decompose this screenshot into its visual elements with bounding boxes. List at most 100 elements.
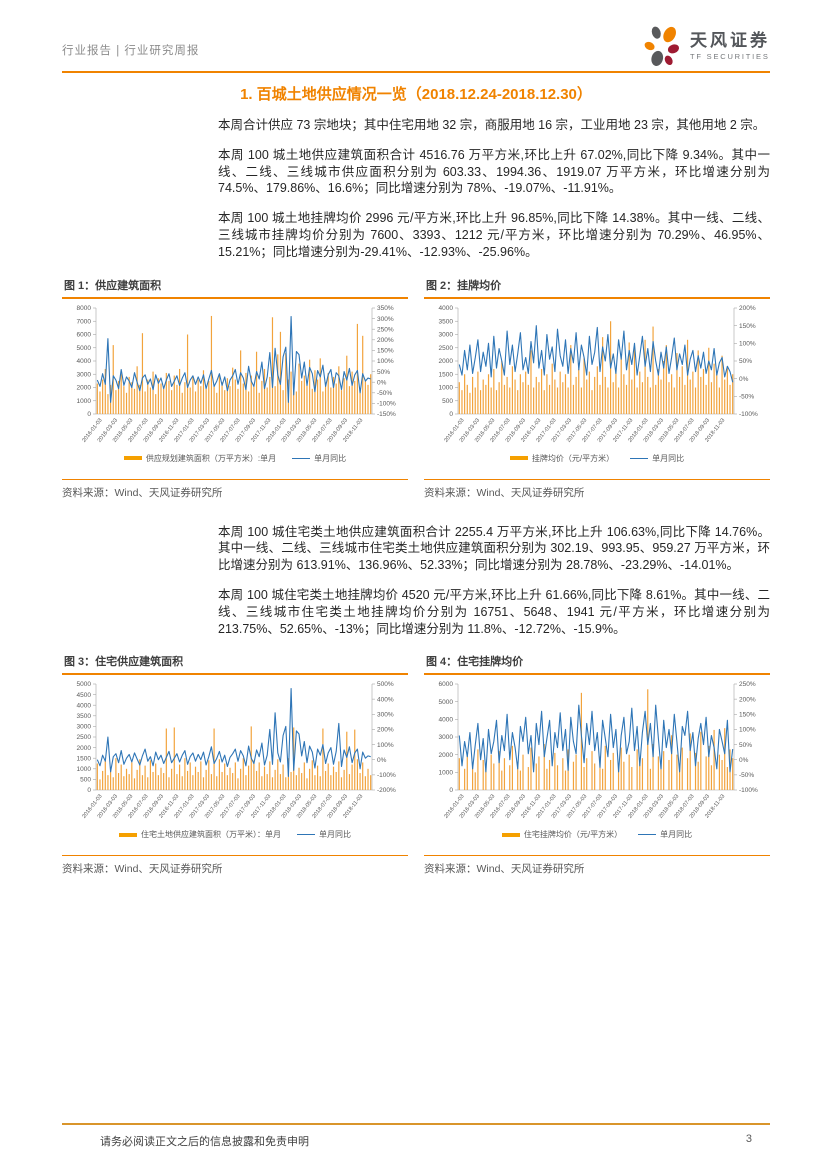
- line-legend-label: 单月同比: [314, 453, 347, 463]
- chart-3-canvas: 0 500 1000 1500 2000 2500 3000 3500 4000 4500 5000…: [77, 682, 396, 821]
- legend-item-line: 单月同比: [630, 453, 684, 464]
- svg-text:4500: 4500: [77, 692, 92, 699]
- brand-name-cn: 天风证券: [690, 30, 770, 50]
- svg-text:100%: 100%: [377, 742, 394, 749]
- tf-securities-logo: 天风证券 TF SECURITIES: [641, 24, 770, 68]
- line-legend-label: 单月同比: [319, 830, 351, 840]
- chart-2-canvas: 0 500 1000 1500 2000 2500 3000 3500 4000 -100% -50…: [439, 305, 758, 444]
- svg-text:0: 0: [449, 788, 453, 795]
- body-paragraph-2: 本周 100 城土地供应建筑面积合计 4516.76 万平方米,环比上升 67.…: [218, 147, 770, 196]
- page-number: 3: [745, 1133, 752, 1145]
- svg-text:-150%: -150%: [377, 411, 396, 418]
- legend-item-bar: 住宅土地供应建筑面积（万平米）：单月: [119, 829, 281, 840]
- svg-text:2500: 2500: [77, 735, 92, 742]
- data-source-note: 资料来源：Wind、天风证券研究所: [62, 855, 408, 876]
- svg-text:-200%: -200%: [377, 788, 396, 795]
- svg-text:2000: 2000: [77, 384, 92, 391]
- svg-text:0: 0: [87, 788, 91, 795]
- svg-text:50%: 50%: [739, 742, 752, 749]
- svg-text:3000: 3000: [439, 331, 454, 338]
- svg-text:50%: 50%: [739, 358, 752, 365]
- svg-text:0%: 0%: [739, 757, 749, 764]
- line-legend-swatch: [630, 457, 649, 459]
- brand-name-en: TF SECURITIES: [690, 51, 770, 61]
- data-source-note: 资料来源：Wind、天风证券研究所: [62, 478, 408, 500]
- bar-legend-label: 住宅土地供应建筑面积（万平米）：单月: [141, 830, 281, 840]
- svg-text:3000: 3000: [77, 724, 92, 731]
- bar-legend-swatch: [509, 456, 528, 461]
- svg-text:0: 0: [87, 411, 91, 418]
- legend-item-bar: 住宅挂牌均价（元/平方米）: [501, 829, 623, 840]
- svg-text:4000: 4000: [77, 703, 92, 710]
- bar-legend-label: 挂牌均价（元/平方米）: [531, 453, 615, 463]
- svg-text:6000: 6000: [439, 682, 454, 689]
- svg-text:250%: 250%: [739, 682, 756, 689]
- legend-item-bar: 供应规划建筑面积（万平方米）:单月: [123, 453, 276, 464]
- svg-text:3500: 3500: [77, 713, 92, 720]
- svg-text:250%: 250%: [377, 326, 394, 333]
- bar-legend-swatch: [123, 456, 142, 461]
- svg-text:200%: 200%: [739, 305, 756, 312]
- chart-3-legend: 住宅土地供应建筑面积（万平米）：单月 单月同比: [62, 829, 408, 840]
- svg-text:150%: 150%: [739, 712, 756, 719]
- svg-text:1500: 1500: [439, 371, 454, 378]
- chart-3-heading: 图 3：住宅供应建筑面积: [62, 651, 408, 676]
- svg-text:300%: 300%: [377, 315, 394, 322]
- svg-text:400%: 400%: [377, 697, 394, 704]
- legend-item-line: 单月同比: [638, 829, 692, 840]
- chart-panel-4: 图 4：住宅挂牌均价 0 1000 2000 3000 4000 5000 6000 -100…: [424, 651, 770, 876]
- svg-text:1000: 1000: [439, 384, 454, 391]
- chart-panel-3: 图 3：住宅供应建筑面积 0 500 1000 1500 2000 2500 3000 350…: [62, 651, 408, 876]
- body-paragraph-4: 本周 100 城住宅类土地供应建筑面积合计 2255.4 万平方米,环比上升 1…: [218, 524, 770, 573]
- svg-text:300%: 300%: [377, 712, 394, 719]
- svg-text:-50%: -50%: [739, 393, 754, 400]
- report-type-label: 行业报告 | 行业研究周报: [62, 45, 200, 57]
- svg-text:0%: 0%: [377, 379, 387, 386]
- svg-text:350%: 350%: [377, 305, 394, 312]
- svg-text:200%: 200%: [377, 727, 394, 734]
- bar-legend-label: 住宅挂牌均价（元/平方米）: [523, 830, 623, 840]
- chart-panel-1: 图 1：供应建筑面积 0 1000 2000 3000 4000 5000 6000 7000…: [62, 275, 408, 500]
- logo-flower-icon: [644, 26, 680, 66]
- line-legend-label: 单月同比: [660, 830, 693, 840]
- charts-row-2: 图 3：住宅供应建筑面积 0 500 1000 1500 2000 2500 3000 350…: [62, 651, 770, 876]
- svg-text:100%: 100%: [377, 358, 394, 365]
- svg-text:2000: 2000: [439, 358, 454, 365]
- svg-text:2500: 2500: [439, 345, 454, 352]
- chart-1-heading: 图 1：供应建筑面积: [62, 275, 408, 299]
- chart-4-heading: 图 4：住宅挂牌均价: [424, 651, 770, 676]
- body-paragraph-1: 本周合计供应 73 宗地块；其中住宅用地 32 宗，商服用地 16 宗，工业用地…: [218, 118, 766, 132]
- svg-text:-100%: -100%: [377, 772, 396, 779]
- bar-legend-swatch: [501, 832, 520, 837]
- svg-text:-100%: -100%: [739, 788, 758, 795]
- svg-text:7000: 7000: [77, 318, 92, 325]
- line-legend-swatch: [297, 834, 315, 836]
- svg-text:1000: 1000: [77, 398, 92, 405]
- chart-1-canvas: 0 1000 2000 3000 4000 5000 6000 7000 8000 -150% -1…: [77, 305, 396, 444]
- svg-text:-50%: -50%: [739, 772, 754, 779]
- line-legend-label: 单月同比: [652, 453, 685, 463]
- chart-4-canvas: 0 1000 2000 3000 4000 5000 6000 -100% -50% 0% 50% 1…: [439, 682, 758, 821]
- svg-text:4000: 4000: [439, 305, 454, 312]
- svg-text:5000: 5000: [439, 699, 454, 706]
- chart-panel-2: 图 2：挂牌均价 0 500 1000 1500 2000 2500 3000 3500 400…: [424, 275, 770, 500]
- chart-2-legend: 挂牌均价（元/平方米） 单月同比: [424, 453, 770, 464]
- data-source-note: 资料来源：Wind、天风证券研究所: [424, 855, 770, 876]
- svg-text:1500: 1500: [77, 756, 92, 763]
- chart-4-legend: 住宅挂牌均价（元/平方米） 单月同比: [424, 829, 770, 840]
- line-legend-swatch: [292, 457, 311, 459]
- svg-text:2000: 2000: [77, 745, 92, 752]
- svg-text:0%: 0%: [739, 375, 749, 382]
- body-paragraph-5: 本周 100 城住宅类土地挂牌均价 4520 元/平方米,环比上升 61.66%…: [218, 587, 770, 636]
- data-source-note: 资料来源：Wind、天风证券研究所: [424, 478, 770, 500]
- page-header: 行业报告 | 行业研究周报 天风证券 TF SECURITIES: [62, 24, 770, 73]
- bar-legend-swatch: [119, 832, 137, 837]
- line-legend-swatch: [638, 834, 657, 836]
- svg-text:0: 0: [449, 411, 453, 418]
- svg-text:3000: 3000: [77, 371, 92, 378]
- svg-text:1000: 1000: [77, 766, 92, 773]
- svg-text:3000: 3000: [439, 735, 454, 742]
- svg-text:200%: 200%: [377, 337, 394, 344]
- svg-text:6000: 6000: [77, 331, 92, 338]
